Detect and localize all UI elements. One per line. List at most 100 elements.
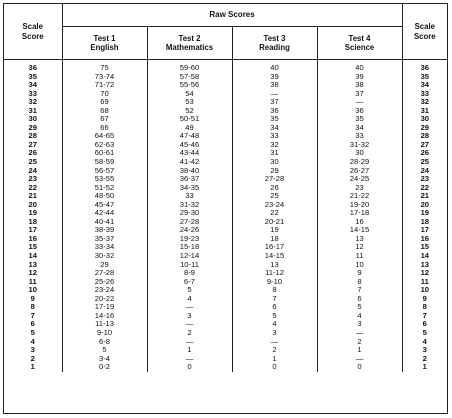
scale-score-left-cell: 6	[30, 319, 35, 329]
mathematics-raw-score-cell: 19-23	[146, 234, 232, 244]
english-raw-score-cell: 6-8	[61, 337, 147, 347]
table-row: 26 60-61 43-44 31 30 26	[4, 148, 448, 159]
english-raw-score-cell: 68	[61, 106, 147, 116]
mathematics-raw-score-cell: 6-7	[146, 277, 232, 287]
test-header-reading: Test 3 Reading	[231, 26, 317, 60]
table-row: 8 17-19—6 5 8	[4, 303, 448, 312]
scale-score-left-cell: 13	[28, 259, 37, 269]
english-raw-score-cell: 69	[61, 98, 147, 107]
reading-raw-score-cell: 35	[231, 115, 317, 124]
reading-raw-score-cell: 29	[231, 166, 317, 176]
reading-raw-score-cell: 20-21	[231, 217, 317, 227]
mathematics-raw-score-cell: —	[146, 354, 232, 364]
reading-raw-score-cell: 8	[231, 286, 317, 295]
scale-score-left-cell: 26	[28, 148, 37, 158]
scale-score-left-cell: 27	[28, 139, 37, 149]
scale-score-right-cell: 12	[401, 269, 448, 278]
science-raw-score-cell: 1	[316, 345, 403, 355]
science-raw-score-cell: 30	[316, 149, 403, 159]
test-header-reading-name: Reading	[259, 43, 290, 52]
english-raw-score-cell: 45-47	[61, 200, 147, 210]
scale-score-right-cell: 5	[401, 328, 448, 338]
scale-score-left-cell: 32	[28, 97, 37, 107]
scale-score-right-cell: 36	[401, 63, 448, 73]
raw-scores-header: Raw Scores	[61, 4, 403, 27]
scale-score-right-cell: 6	[401, 320, 448, 329]
english-raw-score-cell: 48-50	[61, 192, 147, 201]
scale-score-left-cell: 21	[28, 191, 37, 201]
table-row: 22 51-52 34-35 26 23 22	[4, 183, 448, 193]
scale-score-left-cell: 2	[30, 353, 35, 363]
scale-score-left-cell: 20	[28, 199, 37, 209]
table-row: 24 56-57 38-40 29 26-27 24	[4, 165, 448, 176]
table-row: 31 68 52 36 36 31	[4, 105, 448, 116]
mathematics-raw-score-cell: 24-26	[146, 226, 232, 235]
mathematics-raw-score-cell: 2	[146, 328, 232, 338]
test-header-mathematics-number: Test 2	[178, 33, 201, 43]
reading-raw-score-cell: 23-24	[231, 200, 317, 210]
table-row: 2 3-4—1—2	[4, 353, 448, 364]
header-spacer-row	[4, 59, 448, 64]
mathematics-raw-score-cell: 12-14	[146, 251, 232, 261]
english-raw-score-cell: 70	[61, 89, 147, 99]
science-raw-score-cell: 33	[316, 132, 403, 141]
english-raw-score-cell: 62-63	[61, 140, 147, 150]
mathematics-raw-score-cell: 0	[146, 363, 232, 372]
table-row: 6 11-13—4 3 6	[4, 319, 448, 329]
science-raw-score-cell: 35	[316, 115, 403, 124]
scale-score-left-cell: 3	[30, 345, 35, 355]
table-row: 4 6-8— —2 4	[4, 337, 448, 347]
test-header-reading-number: Test 3	[263, 33, 286, 43]
scale-score-header-right: Scale Score	[402, 4, 448, 60]
scale-score-header-left-line2: Score	[21, 31, 44, 41]
english-raw-score-cell: 66	[61, 123, 147, 133]
scale-score-right-cell: 7	[401, 311, 448, 321]
test-header-science: Test 4 Science	[316, 26, 403, 60]
english-raw-score-cell: 5	[61, 345, 147, 355]
science-raw-score-cell: 2	[316, 337, 403, 347]
mathematics-raw-score-cell: 53	[146, 98, 232, 107]
english-raw-score-cell: 73-74	[61, 72, 147, 82]
scale-score-header-left: Scale Score	[4, 4, 62, 60]
scale-score-left-cell: 11	[28, 276, 37, 286]
mathematics-raw-score-cell: 45-46	[146, 140, 232, 150]
science-raw-score-cell: 16	[316, 217, 403, 227]
table-row: 36 75 59-60 40 40 36	[4, 63, 448, 73]
table-row: 12 27-28 8-9 11-12 9 12	[4, 268, 448, 278]
scale-score-left-cell: 31	[28, 105, 37, 115]
science-raw-score-cell: 17-18	[316, 209, 403, 218]
science-raw-score-cell: 12	[316, 243, 403, 253]
english-raw-score-cell: 40-41	[61, 217, 147, 227]
scale-score-right-cell: 29	[401, 123, 448, 133]
english-raw-score-cell: 17-19	[61, 303, 147, 312]
science-raw-score-cell: 8	[316, 277, 403, 287]
mathematics-raw-score-cell: 50-51	[146, 115, 232, 124]
mathematics-raw-score-cell: 54	[146, 89, 232, 99]
english-raw-score-cell: 67	[61, 115, 147, 124]
science-raw-score-cell: 31-32	[316, 140, 403, 150]
reading-raw-score-cell: 31	[231, 149, 317, 159]
mathematics-raw-score-cell: —	[146, 337, 232, 347]
mathematics-raw-score-cell: 49	[146, 123, 232, 133]
scale-score-right-cell: 4	[401, 337, 448, 347]
table-row: 15 33-34 15-18 16-17 12 15	[4, 243, 448, 253]
test-header-science-name: Science	[344, 43, 375, 52]
scale-score-left-cell: 12	[28, 268, 37, 278]
score-conversion-table-frame: Scale Score Raw Scores Scale Score Test …	[3, 3, 448, 414]
table-row: 33 70 54—37 33	[4, 89, 448, 99]
scale-score-right-cell: 31	[401, 106, 448, 116]
science-raw-score-cell: 4	[316, 311, 403, 321]
table-row: 23 53-55 36-37 27-28 24-25 23	[4, 175, 448, 184]
scale-score-right-cell: 11	[401, 277, 448, 287]
mathematics-raw-score-cell: 34-35	[146, 183, 232, 193]
scale-score-right-cell: 22	[401, 183, 448, 193]
scale-score-right-cell: 17	[401, 226, 448, 235]
reading-raw-score-cell: 36	[231, 106, 317, 116]
scale-score-left-cell: 14	[28, 251, 37, 261]
reading-raw-score-cell: 22	[231, 209, 317, 218]
mathematics-raw-score-cell: 4	[146, 294, 232, 304]
table-row: 9 20-22 4 7 6 9	[4, 294, 448, 304]
scale-score-left-cell: 24	[28, 165, 37, 175]
scale-score-right-cell: 15	[401, 243, 448, 253]
english-raw-score-cell: 25-26	[61, 277, 147, 287]
